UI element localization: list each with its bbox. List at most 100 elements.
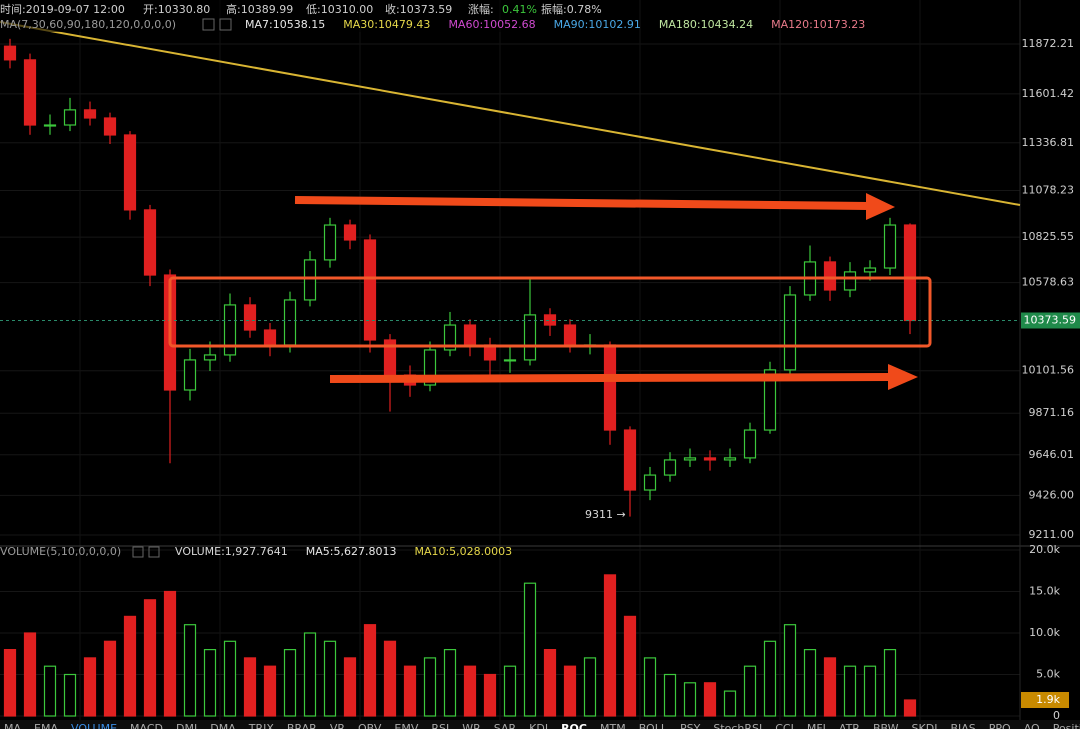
close-icon[interactable]: [148, 546, 160, 558]
volume-bar: [743, 665, 757, 717]
candle-body: [463, 324, 477, 346]
last-price-label: 10373.59: [1024, 313, 1077, 326]
indicator-tab[interactable]: MA: [4, 722, 21, 729]
candle-body: [103, 117, 117, 136]
volume-bar: [763, 640, 777, 717]
indicator-value: VOLUME:1,927.7641: [175, 545, 288, 558]
indicator-tab[interactable]: ROC: [561, 722, 587, 729]
volume-bar: [83, 657, 97, 717]
indicator-tab[interactable]: AO: [1024, 722, 1040, 729]
indicator-tab[interactable]: EMA: [34, 722, 58, 729]
arrow-head: [888, 364, 918, 390]
indicator-tab[interactable]: DMA: [210, 722, 236, 729]
header-bg: [0, 0, 620, 32]
indicator-tab[interactable]: WR: [462, 722, 481, 729]
volume-tick-label: 5.0k: [1036, 668, 1060, 681]
amplitude: 振幅:0.78%: [541, 2, 602, 16]
indicator-tab[interactable]: BOLL: [639, 722, 668, 729]
change: 0.41%: [502, 3, 537, 16]
candle-body: [23, 59, 37, 126]
y-tick-label: 11601.42: [1022, 87, 1075, 100]
candle-body: [303, 259, 317, 301]
volume-bar: [583, 657, 597, 717]
time: 时间:2019-09-07 12:00: [0, 3, 125, 16]
candle-body: [823, 261, 837, 291]
volume-bar: [3, 648, 17, 717]
indicator-value: MA5:5,627.8013: [306, 545, 397, 558]
volume-bar: [823, 657, 837, 717]
indicator-tab[interactable]: CCI: [775, 722, 794, 729]
candle-body: [63, 109, 77, 126]
indicator-tab[interactable]: VOLUME: [71, 722, 117, 729]
candle-body: [83, 109, 97, 119]
candle-body: [323, 224, 337, 261]
volume-bar: [803, 648, 817, 717]
volume-bar: [423, 657, 437, 717]
y-tick-label: 9646.01: [1029, 448, 1075, 461]
indicator-tab[interactable]: VR: [330, 722, 346, 729]
volume-bar: [843, 665, 857, 717]
axes: 11872.21 11601.42 11336.81 11078.23 10825.55…: [1021, 37, 1080, 722]
volume-bar: [143, 599, 157, 717]
indicator-tab[interactable]: SKDJ: [912, 722, 938, 729]
candle-body: [643, 474, 657, 491]
indicator-tab[interactable]: BBW: [873, 722, 899, 729]
indicator-tab[interactable]: TRIX: [248, 722, 275, 729]
candle-body: [283, 299, 297, 346]
indicator-tab[interactable]: BRAR: [287, 722, 317, 729]
volume-params: VOLUME(5,10,0,0,0,0): [0, 545, 121, 558]
close: 收:10373.59: [385, 2, 452, 16]
indicator-tab[interactable]: MFI: [807, 722, 826, 729]
volume-bar: [23, 632, 37, 717]
indicator-tab[interactable]: DMI: [176, 722, 197, 729]
volume-bar: [563, 665, 577, 717]
volume-bar: [783, 624, 797, 717]
range-box: [168, 276, 932, 348]
candle-body: [563, 324, 577, 346]
candle-body: [3, 45, 17, 61]
candle-body: [763, 369, 777, 431]
candle-body: [243, 304, 257, 331]
arrow-shaft: [294, 196, 869, 210]
settings-icon[interactable]: [132, 546, 144, 558]
indicator-tab[interactable]: BIAS: [950, 722, 975, 729]
volume-bar: [63, 673, 77, 717]
last-price-tag: [1021, 312, 1080, 329]
indicator-tab[interactable]: MACD: [130, 722, 163, 729]
volume-bar: [623, 615, 637, 717]
candle-body: [183, 359, 197, 391]
indicator-tab[interactable]: SAR: [494, 722, 517, 729]
indicator-tab[interactable]: PPO: [989, 722, 1011, 729]
candle-body: [363, 239, 377, 341]
volume-bar: [303, 632, 317, 717]
volume-tick-label: 15.0k: [1029, 585, 1060, 598]
candle-body: [903, 224, 917, 322]
indicator-tab[interactable]: RSI: [431, 722, 449, 729]
indicator-tab[interactable]: PSY: [680, 722, 701, 729]
close-icon[interactable]: [219, 18, 232, 31]
low-annotation: 9311 →: [585, 508, 626, 521]
candle-body: [143, 209, 157, 276]
candle-body: [743, 429, 757, 459]
candle-body: [443, 324, 457, 351]
volume-bar: [283, 648, 297, 717]
volume-bar: [463, 665, 477, 717]
candle-body: [43, 124, 57, 127]
candle-body: [883, 224, 897, 269]
indicator-tab[interactable]: OBV: [358, 722, 382, 729]
volume-bar: [103, 640, 117, 717]
volume-bar: [483, 673, 497, 717]
indicator-tab[interactable]: Position: [1053, 722, 1080, 729]
settings-icon[interactable]: [202, 18, 215, 31]
indicator-tab[interactable]: StochRSI: [713, 722, 762, 729]
indicator-tab[interactable]: EMV: [394, 722, 418, 729]
y-tick-label: 10101.56: [1022, 364, 1075, 377]
volume-bar: [163, 590, 177, 717]
indicator-tab[interactable]: MTM: [600, 722, 626, 729]
indicator-tab[interactable]: ATR: [839, 722, 860, 729]
volume-bar: [883, 648, 897, 717]
candle-body: [423, 349, 437, 386]
indicator-tab[interactable]: KDJ: [529, 722, 548, 729]
volume-bar: [383, 640, 397, 717]
